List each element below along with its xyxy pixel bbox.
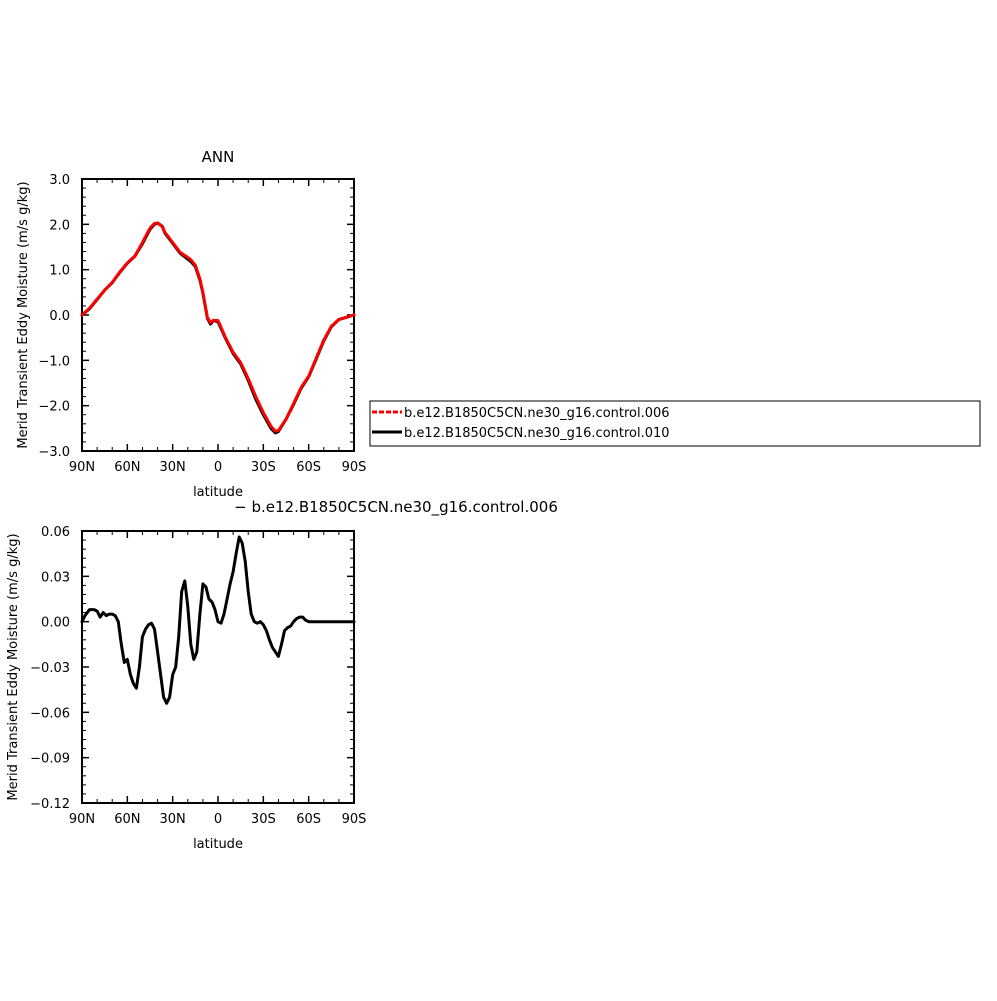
bottom-y-axis-label: Merid Transient Eddy Moisture (m/s g/kg) xyxy=(6,533,21,800)
x-tick-label: 30S xyxy=(251,812,276,827)
x-tick-label: 30N xyxy=(160,812,186,827)
bottom-panel: − b.e12.B1850C5CN.ne30_g16.control.006 9… xyxy=(6,498,558,852)
x-tick-label: 90S xyxy=(342,812,367,827)
top-y-axis-label: Merid Transient Eddy Moisture (m/s g/kg) xyxy=(16,181,31,448)
bottom-plot-frame xyxy=(81,530,355,804)
x-tick-label: 30S xyxy=(251,460,276,475)
y-tick-label: 3.0 xyxy=(49,173,70,188)
legend: b.e12.B1850C5CN.ne30_g16.control.006 b.e… xyxy=(369,400,981,447)
x-tick-label: 30N xyxy=(160,460,186,475)
x-tick-label: 60N xyxy=(114,812,140,827)
y-tick-label: 0.0 xyxy=(49,309,70,324)
y-tick-label: 0.00 xyxy=(41,616,70,631)
x-tick-label: 90N xyxy=(69,812,95,827)
x-tick-label: 90N xyxy=(69,460,95,475)
series-line-0 xyxy=(80,221,356,433)
bottom-axis-ticks xyxy=(81,530,355,804)
legend-label-006: b.e12.B1850C5CN.ne30_g16.control.006 xyxy=(404,406,670,421)
bottom-series-lines xyxy=(80,535,356,705)
legend-box xyxy=(369,400,981,447)
top-panel: ANN 90N 60N 30N 0 30S 60S 90S 3.0 2.0 1.0 0.0 −1.0… xyxy=(16,148,366,500)
x-tick-label: 60S xyxy=(296,460,321,475)
top-x-axis-label: latitude xyxy=(193,485,243,500)
y-tick-label: 1.0 xyxy=(49,264,70,279)
y-tick-label: −0.03 xyxy=(30,661,70,676)
y-tick-label: −1.0 xyxy=(38,354,70,369)
top-plot-frame xyxy=(81,178,355,452)
y-tick-label: −0.06 xyxy=(30,706,70,721)
top-series-lines xyxy=(80,221,356,435)
y-tick-label: −2.0 xyxy=(38,400,70,415)
x-tick-label: 0 xyxy=(214,812,222,827)
bottom-x-axis-label: latitude xyxy=(193,837,243,852)
top-panel-title: ANN xyxy=(202,148,235,166)
series-line-0 xyxy=(80,535,356,705)
top-axis-ticks xyxy=(81,178,355,452)
x-tick-label: 0 xyxy=(214,460,222,475)
y-tick-label: −0.09 xyxy=(30,752,70,767)
top-y-tick-labels: 3.0 2.0 1.0 0.0 −1.0 −2.0 −3.0 xyxy=(38,173,70,460)
y-tick-label: −0.12 xyxy=(30,797,70,812)
series-line-1 xyxy=(80,221,356,435)
x-tick-label: 90S xyxy=(342,460,367,475)
bottom-y-tick-labels: 0.06 0.03 0.00 −0.03 −0.06 −0.09 −0.12 xyxy=(30,525,70,812)
y-tick-label: 2.0 xyxy=(49,218,70,233)
y-tick-label: 0.03 xyxy=(41,570,70,585)
y-tick-label: −3.0 xyxy=(38,445,70,460)
x-tick-label: 60S xyxy=(296,812,321,827)
top-x-tick-labels: 90N 60N 30N 0 30S 60S 90S xyxy=(69,460,367,475)
x-tick-label: 60N xyxy=(114,460,140,475)
bottom-panel-title: − b.e12.B1850C5CN.ne30_g16.control.006 xyxy=(234,498,558,517)
legend-label-010: b.e12.B1850C5CN.ne30_g16.control.010 xyxy=(404,426,670,441)
y-tick-label: 0.06 xyxy=(41,525,70,540)
bottom-x-tick-labels: 90N 60N 30N 0 30S 60S 90S xyxy=(69,812,367,827)
